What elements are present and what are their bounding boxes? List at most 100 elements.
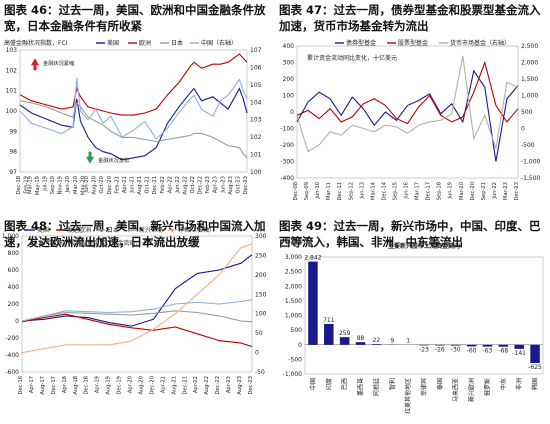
x-tick-label: Mar-11 [326, 182, 332, 200]
x-tick-label: Jun-20 [84, 176, 90, 194]
series-line [19, 87, 248, 161]
x-tick-label: Jun-10 [315, 182, 321, 200]
x-tick-label: May-20 [80, 176, 86, 195]
x-tick-label: Sep-19 [50, 176, 56, 194]
category-label: 阿根廷 [372, 378, 380, 396]
x-tick-label: Aug-23 [228, 176, 234, 195]
y-right-tick-label: -1,500 [521, 175, 541, 182]
x-tick-label: Feb-19 [24, 176, 30, 194]
bar-value-label: 88 [357, 335, 365, 342]
y-right-tick-label: 2,000 [521, 60, 538, 67]
x-tick-label: Dec-20 [149, 376, 155, 395]
category-label: 新兴欧洲 [468, 378, 476, 402]
x-tick-label: Aug-22 [204, 376, 210, 395]
y-left-tick-label: 99 [9, 128, 17, 135]
x-tick-label: Mar-23 [503, 182, 509, 200]
legend-label: 发达欧洲 [67, 226, 91, 234]
y-left-tick-label: -100 [280, 126, 294, 133]
chart-title-47: 图表 47：过去一周，债券型基金和股票型基金流入加速，货币市场基金转为流出 [279, 3, 541, 33]
x-tick-label: Aug-21 [137, 176, 143, 195]
x-tick-label: Mar-19 [27, 176, 33, 194]
x-tick-label: Sep-21 [481, 182, 487, 200]
series-line [21, 299, 253, 322]
x-tick-label: Dec-20 [470, 182, 476, 201]
x-tick-label: Dec-14 [381, 181, 387, 200]
bar-value-label: -68 [498, 348, 508, 355]
x-tick-label: May-19 [35, 176, 41, 195]
arrow-up-icon [31, 58, 39, 71]
y-left-tick-label: 100 [6, 108, 18, 115]
x-tick-label: Sep-18 [437, 182, 443, 200]
x-tick-label: Dec-22 [198, 176, 204, 195]
x-tick-label: Dec-21 [152, 176, 158, 195]
x-tick-label: Nov-19 [58, 176, 64, 194]
y-right-tick-label: 200 [255, 272, 267, 279]
unit-label: （百万美元） [279, 236, 315, 244]
bar [498, 344, 509, 347]
x-tick-label: Apr-19 [95, 376, 101, 393]
plot-frame [296, 45, 519, 179]
bar-value-label: -60 [467, 348, 477, 355]
y-right-tick-label: 105 [250, 82, 262, 89]
y-right-tick-label: 101 [250, 152, 262, 159]
chart-subtitle: 2016年以来，股票型基金累计资金流动，十亿美元 [30, 239, 165, 247]
category-label: 中东 [499, 378, 507, 390]
y-tick-label: -500 [288, 356, 302, 363]
x-tick-label: Dec-18 [84, 376, 90, 395]
y-right-tick-label: 250 [255, 252, 267, 259]
y-right-tick-label: 50 [255, 330, 263, 337]
x-tick-label: Apr-21 [122, 176, 128, 193]
series-line [19, 53, 248, 116]
y-left-tick-label: 100 [283, 93, 295, 100]
y-left-tick-label: 300 [283, 60, 295, 67]
x-tick-label: Dec-20 [107, 176, 113, 195]
chart-fund-flows: 债券型基金 股票型基金 货币市场基金（右轴） 累计资金流动同比变化，十亿美元 -400 -… [280, 39, 541, 201]
bar-value-label: -23 [419, 346, 429, 353]
y-right-tick-label: -1,000 [521, 159, 541, 166]
y-left-tick-label: 200 [8, 301, 20, 308]
legend-label: 股票型基金 [398, 39, 428, 47]
bar-value-label: 1 [406, 338, 410, 345]
x-tick-label: Mar-14 [370, 181, 376, 200]
bar [419, 344, 429, 346]
x-tick-label: Oct-20 [99, 176, 105, 193]
x-tick-label: Jun-22 [492, 182, 498, 200]
x-tick-label: Apr-23 [213, 176, 219, 193]
legend-label: 货币市场基金（右轴） [450, 39, 510, 47]
x-tick-label: Jul-19 [42, 176, 48, 192]
x-tick-label: Dec-17 [426, 182, 432, 201]
x-tick-label: Jan-20 [65, 176, 71, 193]
x-tick-label: Dec-23 [248, 376, 254, 395]
bar-value-label: -63 [483, 348, 493, 355]
x-tick-label: Dec-23 [514, 182, 520, 201]
category-label: 菲律宾 [420, 378, 428, 396]
x-tick-label: Apr-23 [226, 376, 232, 393]
panel-equity-flows: 图表 48：过去一周，美国、新兴市场和中国流入加速，发达欧洲流出加速，日本流出放… [0, 212, 275, 424]
chart-subtitle: 累计资金流动同比变化，十亿美元 [307, 54, 397, 62]
x-tick-label: Sep-09 [304, 182, 310, 200]
x-tick-label: Dec-19 [117, 376, 123, 395]
annotation-easing: 金融状况宽松 [98, 156, 129, 164]
bar-chart-title: 主要新兴股市上周资金流向 [388, 242, 460, 250]
y-tick-label: 1,500 [285, 298, 302, 305]
plot-frame [304, 256, 544, 375]
y-right-tick-label: -50 [255, 369, 265, 376]
y-tick-label: 1,000 [285, 313, 302, 320]
bar [466, 344, 477, 347]
x-tick-label: Dec-21 [182, 376, 188, 395]
y-right-tick-label: 0 [255, 350, 259, 357]
y-tick-label: 3,000 [285, 254, 302, 261]
bar [514, 344, 524, 349]
y-right-tick-label: 500 [521, 109, 533, 116]
y-left-tick-label: 101 [6, 88, 18, 95]
series-line [19, 77, 248, 140]
category-label: 印度 [325, 378, 333, 390]
y-left-tick-label: 98 [9, 149, 17, 156]
y-right-tick-label: 0 [521, 126, 525, 133]
chart-title-49: 图表 49：过去一周，新兴市场中，中国、印度、巴西等流入，韩国、非洲、中东等流出 [279, 219, 541, 249]
y-left-tick-label: 200 [283, 76, 295, 83]
x-tick-label: Apr-22 [167, 176, 173, 193]
chart-fci: 高盛金融状况指数，FCI 美国 欧洲 日本 中国（右轴） 97 98 99 100 101 102 1… [4, 39, 262, 195]
legend-label: 中国（右轴） [201, 39, 237, 47]
x-tick-label: Aug-20 [138, 376, 144, 395]
